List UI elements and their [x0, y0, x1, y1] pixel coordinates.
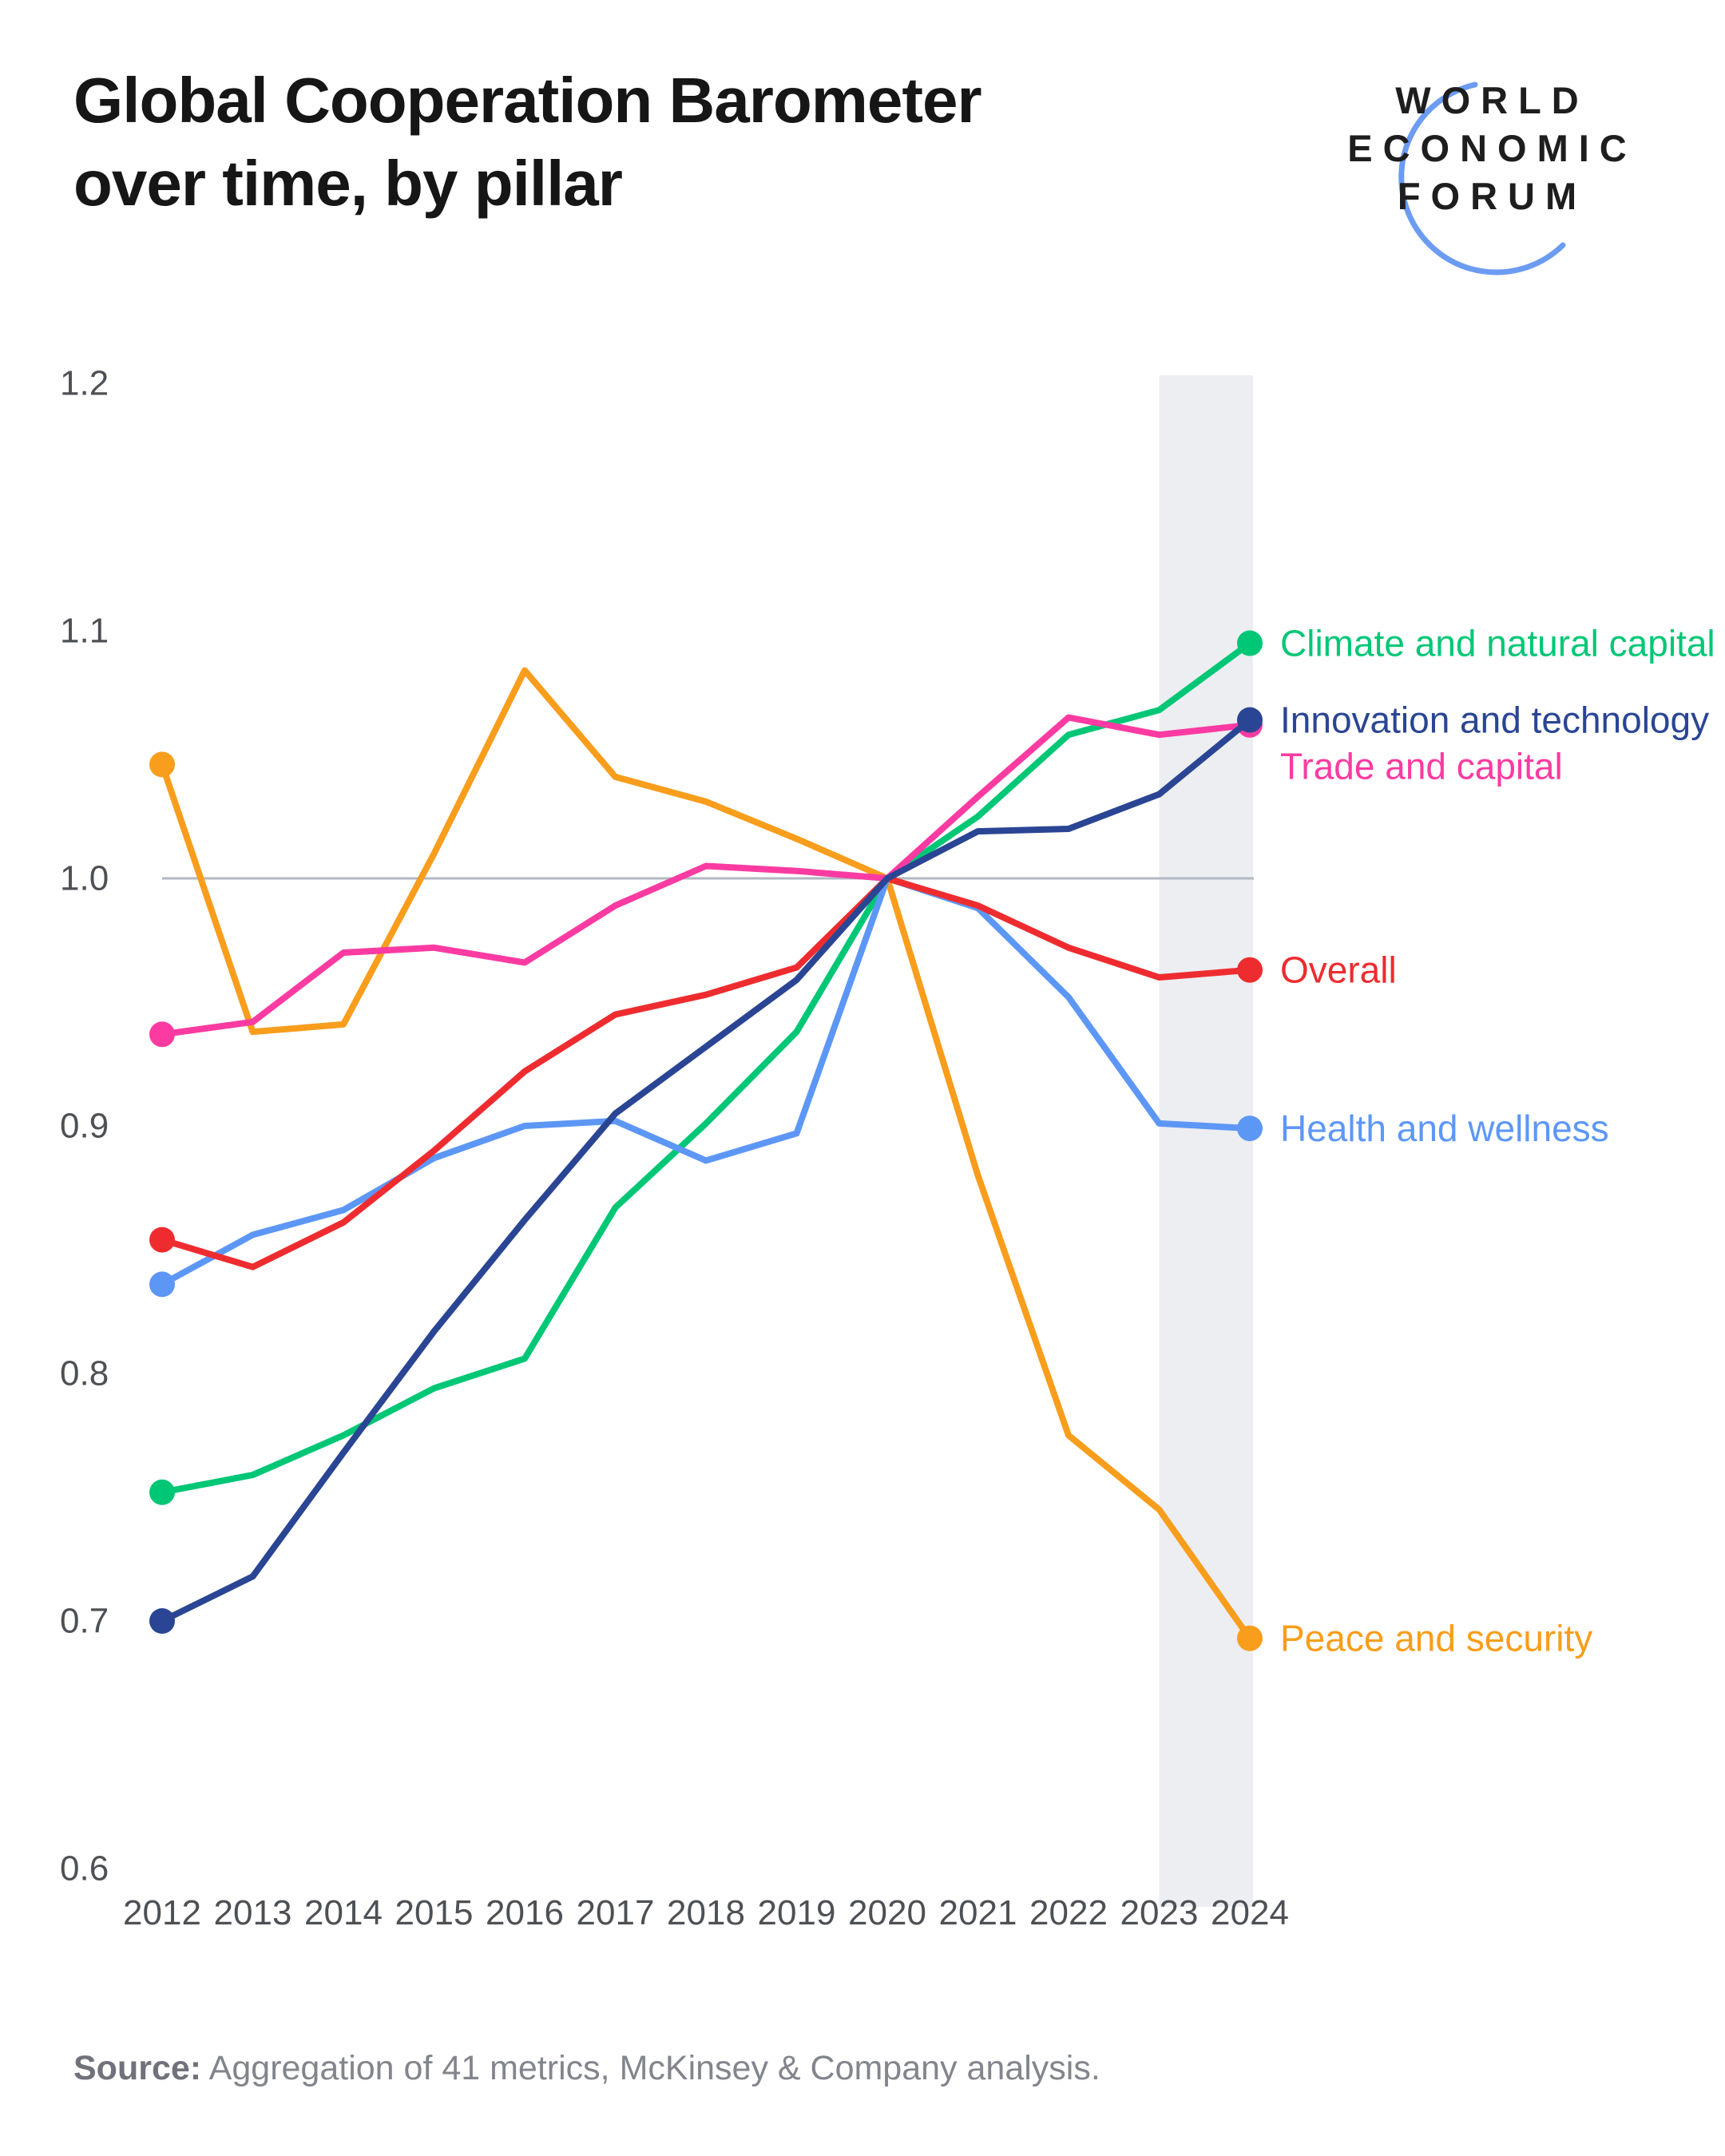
page-title: Global Cooperation Barometer over time, … [73, 59, 982, 225]
wef-logo-arc-icon [1398, 81, 1566, 275]
x-label-2022: 2022 [1029, 1893, 1108, 1932]
y-tick-0-8: 0.8 [60, 1354, 109, 1393]
end-label-trade-and-capital: Trade and capital [1280, 746, 1563, 787]
logo-word-forum: FORUM [1397, 175, 1588, 217]
logo-word-world: WORLD [1395, 79, 1589, 121]
dot-end-peace-and-security [1237, 1625, 1263, 1651]
title-line-1: Global Cooperation Barometer [73, 65, 982, 136]
y-tick-1-1: 1.1 [60, 612, 109, 651]
end-label-health-and-wellness: Health and wellness [1280, 1108, 1609, 1149]
y-tick-1-2: 1.2 [60, 364, 109, 403]
y-tick-1-0: 1.0 [60, 859, 109, 898]
end-label-climate-and-natural-capital: Climate and natural capital [1280, 623, 1715, 664]
x-label-2015: 2015 [395, 1893, 474, 1932]
source-note: Source: Aggregation of 41 metrics, McKin… [73, 2049, 1100, 2088]
x-label-2013: 2013 [214, 1893, 292, 1932]
dot-start-peace-and-security [149, 751, 175, 778]
line-health-and-wellness [159, 875, 1253, 1288]
end-label-peace-and-security: Peace and security [1280, 1618, 1592, 1659]
dot-start-overall [149, 1227, 175, 1253]
x-label-2014: 2014 [304, 1893, 383, 1932]
x-label-2016: 2016 [486, 1893, 564, 1932]
line-trade-and-capital [159, 714, 1253, 1038]
source-label: Source: [73, 2049, 202, 2087]
logo-word-economic: ECONOMIC [1347, 127, 1637, 169]
x-label-2020: 2020 [848, 1893, 926, 1932]
dot-start-health-and-wellness [149, 1271, 175, 1298]
end-label-overall: Overall [1280, 949, 1397, 991]
line-innovation-and-technology [159, 716, 1253, 1624]
x-label-2012: 2012 [123, 1893, 201, 1932]
dot-end-innovation-and-technology [1237, 707, 1263, 733]
x-label-2018: 2018 [667, 1893, 745, 1932]
dot-start-climate-and-natural-capital [149, 1479, 175, 1505]
dot-start-innovation-and-technology [149, 1608, 175, 1634]
line-overall [159, 875, 1253, 1270]
line-peace-and-security [159, 667, 1253, 1642]
y-tick-0-7: 0.7 [60, 1602, 109, 1641]
title-line-2: over time, by pillar [73, 148, 623, 219]
wef-logo: WORLD ECONOMIC FORUM [1318, 67, 1656, 331]
x-label-2024: 2024 [1211, 1893, 1289, 1932]
x-label-2021: 2021 [939, 1893, 1017, 1932]
x-label-2019: 2019 [758, 1893, 836, 1932]
dot-start-trade-and-capital [149, 1021, 175, 1048]
dot-end-climate-and-natural-capital [1237, 630, 1263, 656]
x-label-2017: 2017 [577, 1893, 655, 1932]
x-label-2023: 2023 [1120, 1893, 1199, 1932]
dot-end-overall [1237, 957, 1263, 983]
highlight-band-2023-2024 [1159, 375, 1253, 1907]
dot-end-health-and-wellness [1237, 1116, 1263, 1142]
end-label-innovation-and-technology: Innovation and technology [1280, 700, 1709, 741]
y-tick-0-9: 0.9 [60, 1107, 109, 1146]
y-tick-0-6: 0.6 [60, 1849, 109, 1888]
source-text: Aggregation of 41 metrics, McKinsey & Co… [201, 2049, 1100, 2087]
line-climate-and-natural-capital [159, 640, 1253, 1496]
